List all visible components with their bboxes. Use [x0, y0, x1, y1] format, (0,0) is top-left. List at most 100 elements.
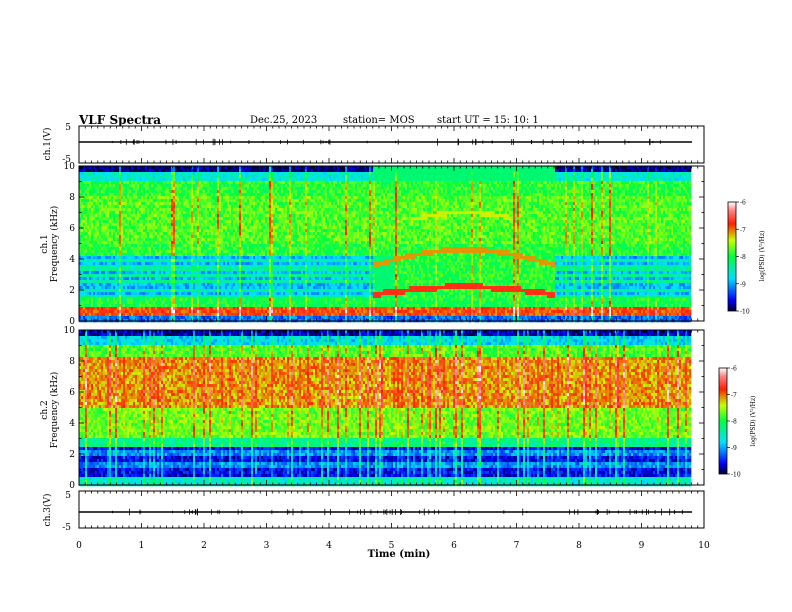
spectrogram-cell: [109, 229, 111, 232]
spectrogram-cell: [117, 298, 119, 301]
spectrogram-cell: [119, 298, 121, 301]
spectrogram-cell: [171, 283, 173, 286]
spectrogram-cell: [101, 190, 103, 193]
spectrogram-cell: [221, 262, 223, 265]
spectrogram-cell: [201, 238, 203, 241]
spectrogram-cell: [201, 241, 203, 244]
spectrogram-cell: [161, 193, 163, 196]
spectrogram-cell: [147, 271, 149, 274]
spectrogram-cell: [203, 253, 205, 256]
spectrogram-cell: [243, 199, 245, 202]
spectrogram-cell: [187, 277, 189, 280]
spectrogram-cell: [233, 313, 235, 316]
spectrogram-cell: [183, 241, 185, 244]
spectrogram-cell: [223, 220, 225, 223]
spectrogram-cell: [157, 304, 159, 307]
spectrogram-cell: [181, 217, 183, 220]
spectrogram-cell: [215, 184, 217, 187]
spectrogram-cell: [137, 277, 139, 280]
spectrogram-cell: [217, 292, 219, 295]
spectrogram-cell: [105, 223, 107, 226]
spectrogram-cell: [193, 196, 195, 199]
spectrogram-cell: [105, 238, 107, 241]
spectrogram-cell: [207, 247, 209, 250]
spectrogram-cell: [205, 181, 207, 184]
spectrogram-cell: [233, 265, 235, 268]
spectrogram-cell: [151, 223, 153, 226]
spectrogram-cell: [173, 295, 175, 298]
spectrogram-cell: [135, 193, 137, 196]
spectrogram-cell: [93, 211, 95, 214]
spectrogram-cell: [231, 220, 233, 223]
spectrogram-cell: [241, 211, 243, 214]
spectrogram-cell: [243, 229, 245, 232]
spectrogram-cell: [153, 310, 155, 313]
spectrogram-cell: [127, 292, 129, 295]
spectrogram-cell: [211, 178, 213, 181]
spectrogram-cell: [155, 184, 157, 187]
spectrogram-cell: [95, 310, 97, 313]
spectrogram-cell: [117, 172, 119, 175]
spectrogram-cell: [151, 271, 153, 274]
spectrogram-cell: [155, 265, 157, 268]
spectrogram-cell: [171, 205, 173, 208]
spectrogram-cell: [199, 307, 201, 310]
spectrogram-cell: [101, 277, 103, 280]
spectrogram-cell: [209, 259, 211, 262]
spectrogram-cell: [183, 289, 185, 292]
spectrogram-cell: [117, 226, 119, 229]
spectrogram-cell: [85, 235, 87, 238]
spectrogram-cell: [233, 277, 235, 280]
spectrogram-cell: [199, 247, 201, 250]
spectrogram-cell: [213, 232, 215, 235]
spectrogram-cell: [89, 193, 91, 196]
spectrogram-cell: [233, 235, 235, 238]
spectrogram-cell: [199, 202, 201, 205]
spectrogram-cell: [101, 238, 103, 241]
spectrogram-cell: [125, 277, 127, 280]
spectrogram-cell: [145, 310, 147, 313]
spectrogram-cell: [135, 226, 137, 229]
spectrogram-cell: [151, 226, 153, 229]
spectrogram-cell: [193, 211, 195, 214]
spectrogram-cell: [221, 253, 223, 256]
spectrogram-cell: [131, 301, 133, 304]
spectrogram-cell: [137, 178, 139, 181]
spectrogram-cell: [163, 220, 165, 223]
spectrogram-cell: [233, 172, 235, 175]
spectrogram-cell: [85, 238, 87, 241]
spectrogram-cell: [87, 253, 89, 256]
spectrogram-cell: [215, 259, 217, 262]
spectrogram-cell: [113, 301, 115, 304]
spectrogram-cell: [227, 247, 229, 250]
spectrogram-cell: [227, 208, 229, 211]
spectrogram-cell: [207, 202, 209, 205]
spectrogram-cell: [119, 247, 121, 250]
spectrogram-cell: [149, 313, 151, 316]
spectrogram-cell: [161, 199, 163, 202]
spectrogram-cell: [227, 220, 229, 223]
spectrogram-cell: [213, 220, 215, 223]
spectrogram-cell: [191, 292, 193, 295]
spectrogram-cell: [221, 271, 223, 274]
spectrogram-cell: [223, 241, 225, 244]
spectrogram-cell: [107, 220, 109, 223]
spectrogram-cell: [189, 307, 191, 310]
spectrogram-cell: [211, 193, 213, 196]
spectrogram-cell: [187, 199, 189, 202]
spectrogram-cell: [165, 295, 167, 298]
spectrogram-cell: [105, 178, 107, 181]
spectrogram-cell: [133, 184, 135, 187]
spectrogram-cell: [235, 196, 237, 199]
spectrogram-cell: [195, 223, 197, 226]
spectrogram-cell: [193, 217, 195, 220]
spectrogram-cell: [201, 202, 203, 205]
spectrogram-cell: [201, 271, 203, 274]
spectrogram-cell: [193, 310, 195, 313]
spectrogram-cell: [117, 184, 119, 187]
spectrogram-cell: [147, 190, 149, 193]
spectrogram-cell: [205, 229, 207, 232]
spectrogram-cell: [149, 268, 151, 271]
spectrogram-cell: [157, 187, 159, 190]
spectrogram-cell: [113, 289, 115, 292]
